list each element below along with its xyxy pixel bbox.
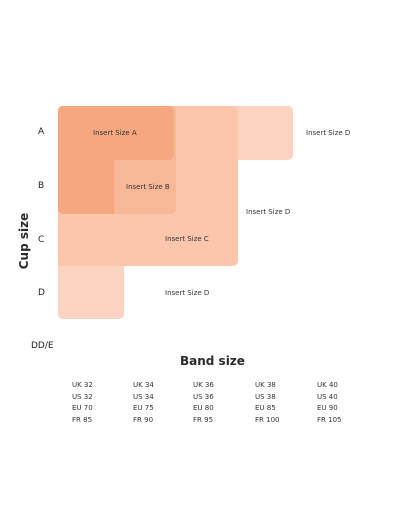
band-column-2: UK 34 US 34 EU 75 FR 90 — [133, 380, 154, 426]
band-us: US 38 — [255, 392, 276, 401]
cup-row-a: A — [38, 127, 45, 137]
band-fr: FR 105 — [317, 415, 342, 424]
band-fr: FR 85 — [72, 415, 93, 424]
band-eu: EU 70 — [72, 404, 93, 412]
band-uk: UK 40 — [317, 381, 338, 389]
band-uk: UK 38 — [255, 381, 276, 389]
band-column-4: UK 38 US 38 EU 85 FR 100 — [255, 380, 279, 426]
y-axis-label: Cup size — [17, 212, 31, 270]
band-us: US 40 — [317, 392, 338, 401]
size-d-label-row-b: Insert Size D — [246, 208, 291, 216]
band-us: US 36 — [193, 392, 214, 401]
band-eu: EU 75 — [133, 404, 154, 412]
size-b-label: Insert Size B — [126, 183, 170, 191]
size-d-label-row-a: Insert Size D — [306, 129, 351, 137]
band-us: US 32 — [72, 392, 93, 401]
band-us: US 34 — [133, 392, 154, 401]
x-axis-label: Band size — [180, 354, 245, 368]
band-uk: UK 36 — [193, 381, 214, 389]
size-a-label: Insert Size A — [93, 129, 137, 137]
band-uk: UK 34 — [133, 381, 154, 389]
size-c-label: Insert Size C — [165, 235, 209, 243]
size-d-region-bottom — [58, 266, 124, 319]
band-eu: EU 90 — [317, 404, 338, 412]
band-column-3: UK 36 US 36 EU 80 FR 95 — [193, 380, 214, 426]
cup-row-d: D — [38, 288, 45, 298]
band-column-5: UK 40 US 40 EU 90 FR 105 — [317, 380, 341, 426]
band-column-1: UK 32 US 32 EU 70 FR 85 — [72, 380, 93, 426]
size-c-region-step — [58, 214, 120, 266]
band-eu: EU 85 — [255, 404, 276, 412]
cup-row-b: B — [38, 181, 45, 191]
band-uk: UK 32 — [72, 381, 93, 389]
cup-row-dd-e: DD/E — [31, 341, 54, 351]
band-fr: FR 90 — [133, 415, 154, 424]
band-eu: EU 80 — [193, 404, 214, 412]
band-fr: FR 95 — [193, 415, 214, 424]
cup-row-c: C — [38, 235, 45, 245]
band-fr: FR 100 — [255, 415, 280, 424]
size-a-region-top — [58, 106, 174, 160]
size-d-label-row-d: Insert Size D — [165, 289, 210, 297]
